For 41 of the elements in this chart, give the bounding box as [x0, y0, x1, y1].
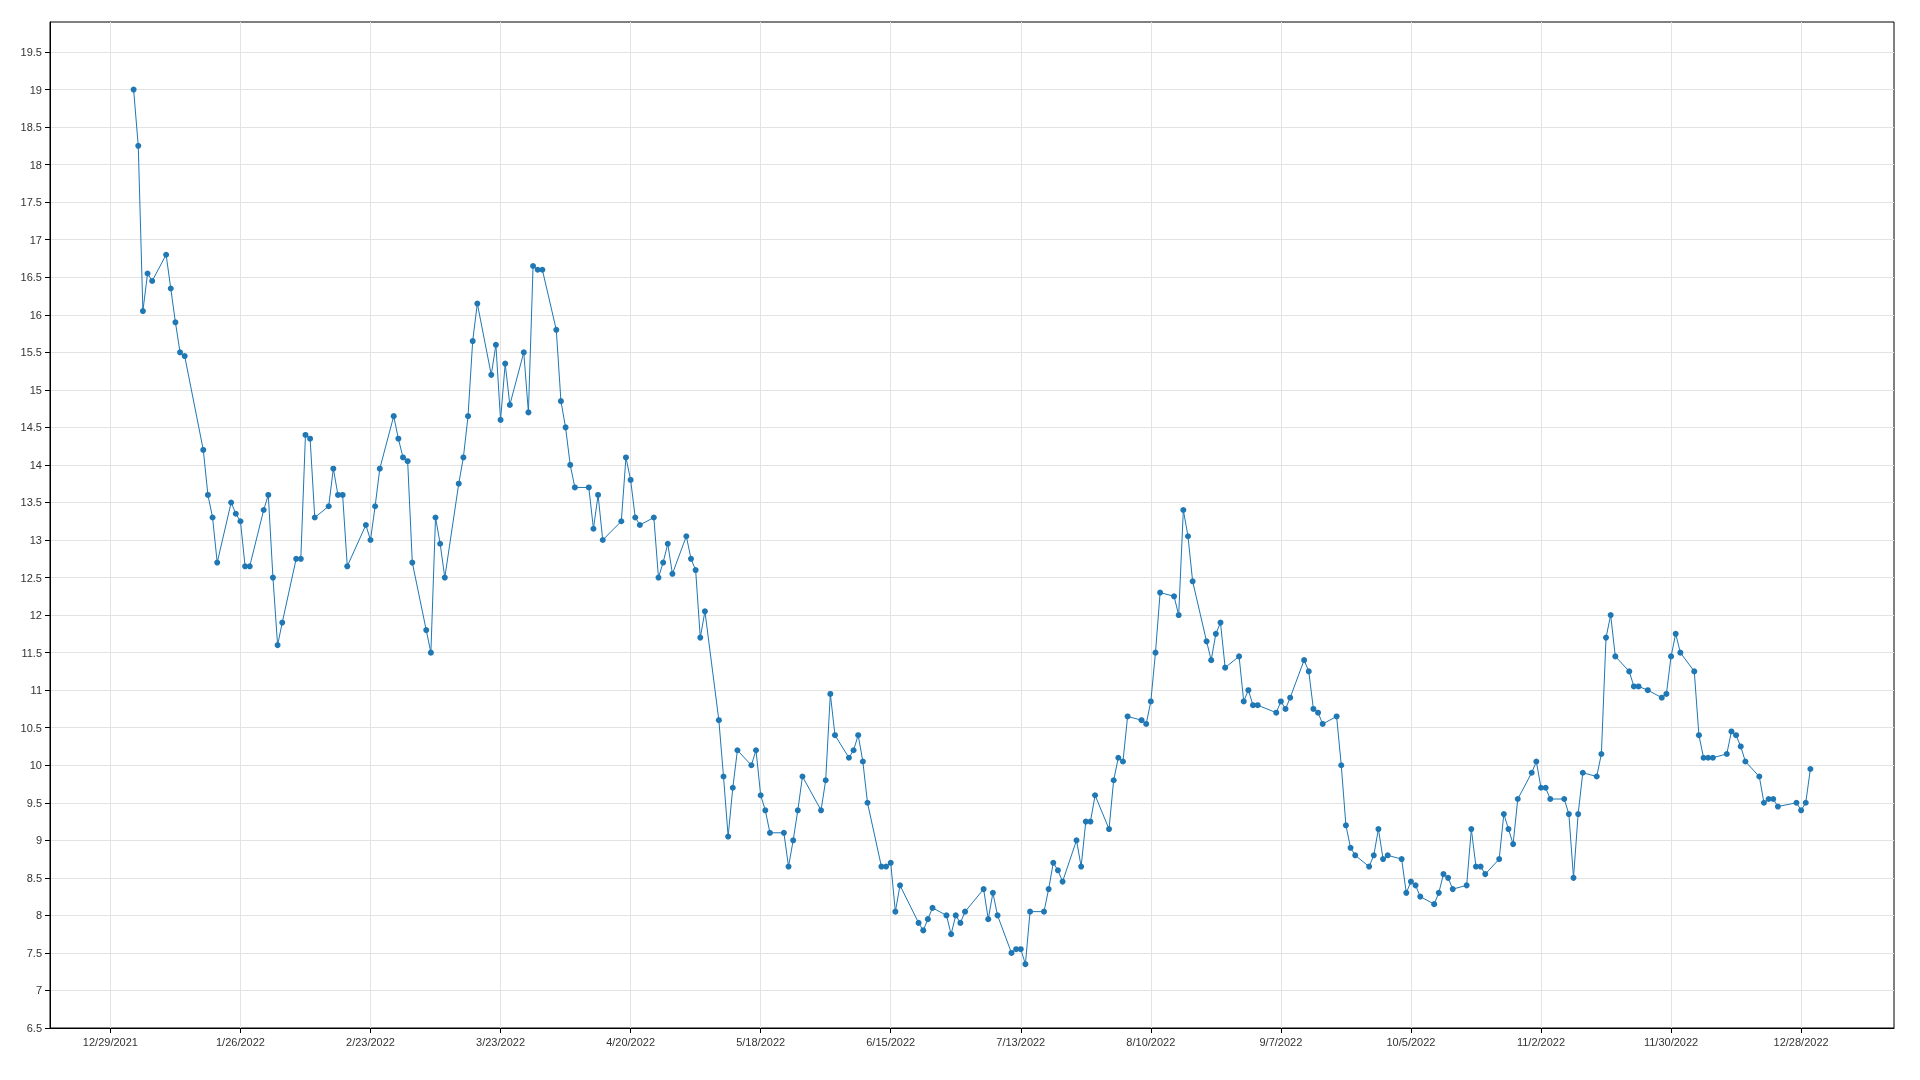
x-tick-label: 6/15/2022 [866, 1035, 916, 1048]
x-tick-label: 10/5/2022 [1386, 1035, 1436, 1048]
y-tick-label: 19 [29, 83, 42, 96]
x-tick-label: 12/28/2022 [1773, 1035, 1829, 1048]
y-tick-label: 9.5 [26, 796, 42, 809]
x-tick-label: 2/23/2022 [346, 1035, 395, 1048]
x-tick-label: 4/20/2022 [606, 1035, 656, 1048]
y-tick-label: 17 [29, 233, 42, 246]
x-tick-label: 3/23/2022 [476, 1035, 526, 1048]
y-tick-label: 14 [29, 458, 42, 471]
y-tick-label: 15 [29, 383, 42, 396]
y-tick-label: 19.5 [20, 46, 42, 59]
y-tick-label: 6.5 [26, 1022, 42, 1034]
y-tick-label: 10 [29, 759, 42, 772]
x-tick-label: 12/29/2021 [82, 1035, 138, 1048]
y-tick-label: 16.5 [20, 271, 42, 284]
y-tick-label: 8 [35, 909, 42, 922]
x-tick-label: 11/30/2022 [1643, 1035, 1699, 1048]
y-tick-label: 9 [35, 834, 42, 847]
x-tick-label: 11/2/2022 [1516, 1035, 1566, 1048]
y-tick-label: 18 [29, 158, 42, 171]
x-tick-label: 8/10/2022 [1126, 1035, 1176, 1048]
y-tick-label: 10.5 [20, 721, 42, 734]
y-tick-label: 15.5 [20, 346, 42, 359]
y-tick-label: 12 [29, 609, 42, 622]
y-tick-label: 8.5 [26, 871, 42, 884]
y-tick-label: 17.5 [20, 196, 42, 209]
x-tick-label: 7/13/2022 [996, 1035, 1046, 1048]
y-tick-label: 18.5 [20, 121, 42, 134]
y-tick-label: 11 [30, 684, 42, 697]
x-tick-label: 1/26/2022 [215, 1035, 265, 1048]
y-tick-label: 7.5 [26, 946, 42, 959]
y-tick-label: 13 [29, 534, 42, 547]
y-tick-label: 14.5 [20, 421, 42, 434]
y-tick-label: 7 [35, 984, 42, 997]
x-tick-label: 5/18/2022 [736, 1035, 786, 1048]
x-tick-label: 9/7/2022 [1259, 1035, 1303, 1048]
y-tick-label: 13.5 [20, 496, 42, 509]
y-tick-label: 12.5 [20, 571, 42, 584]
y-tick-label: 11.5 [21, 646, 42, 659]
y-tick-label: 16 [29, 308, 42, 321]
